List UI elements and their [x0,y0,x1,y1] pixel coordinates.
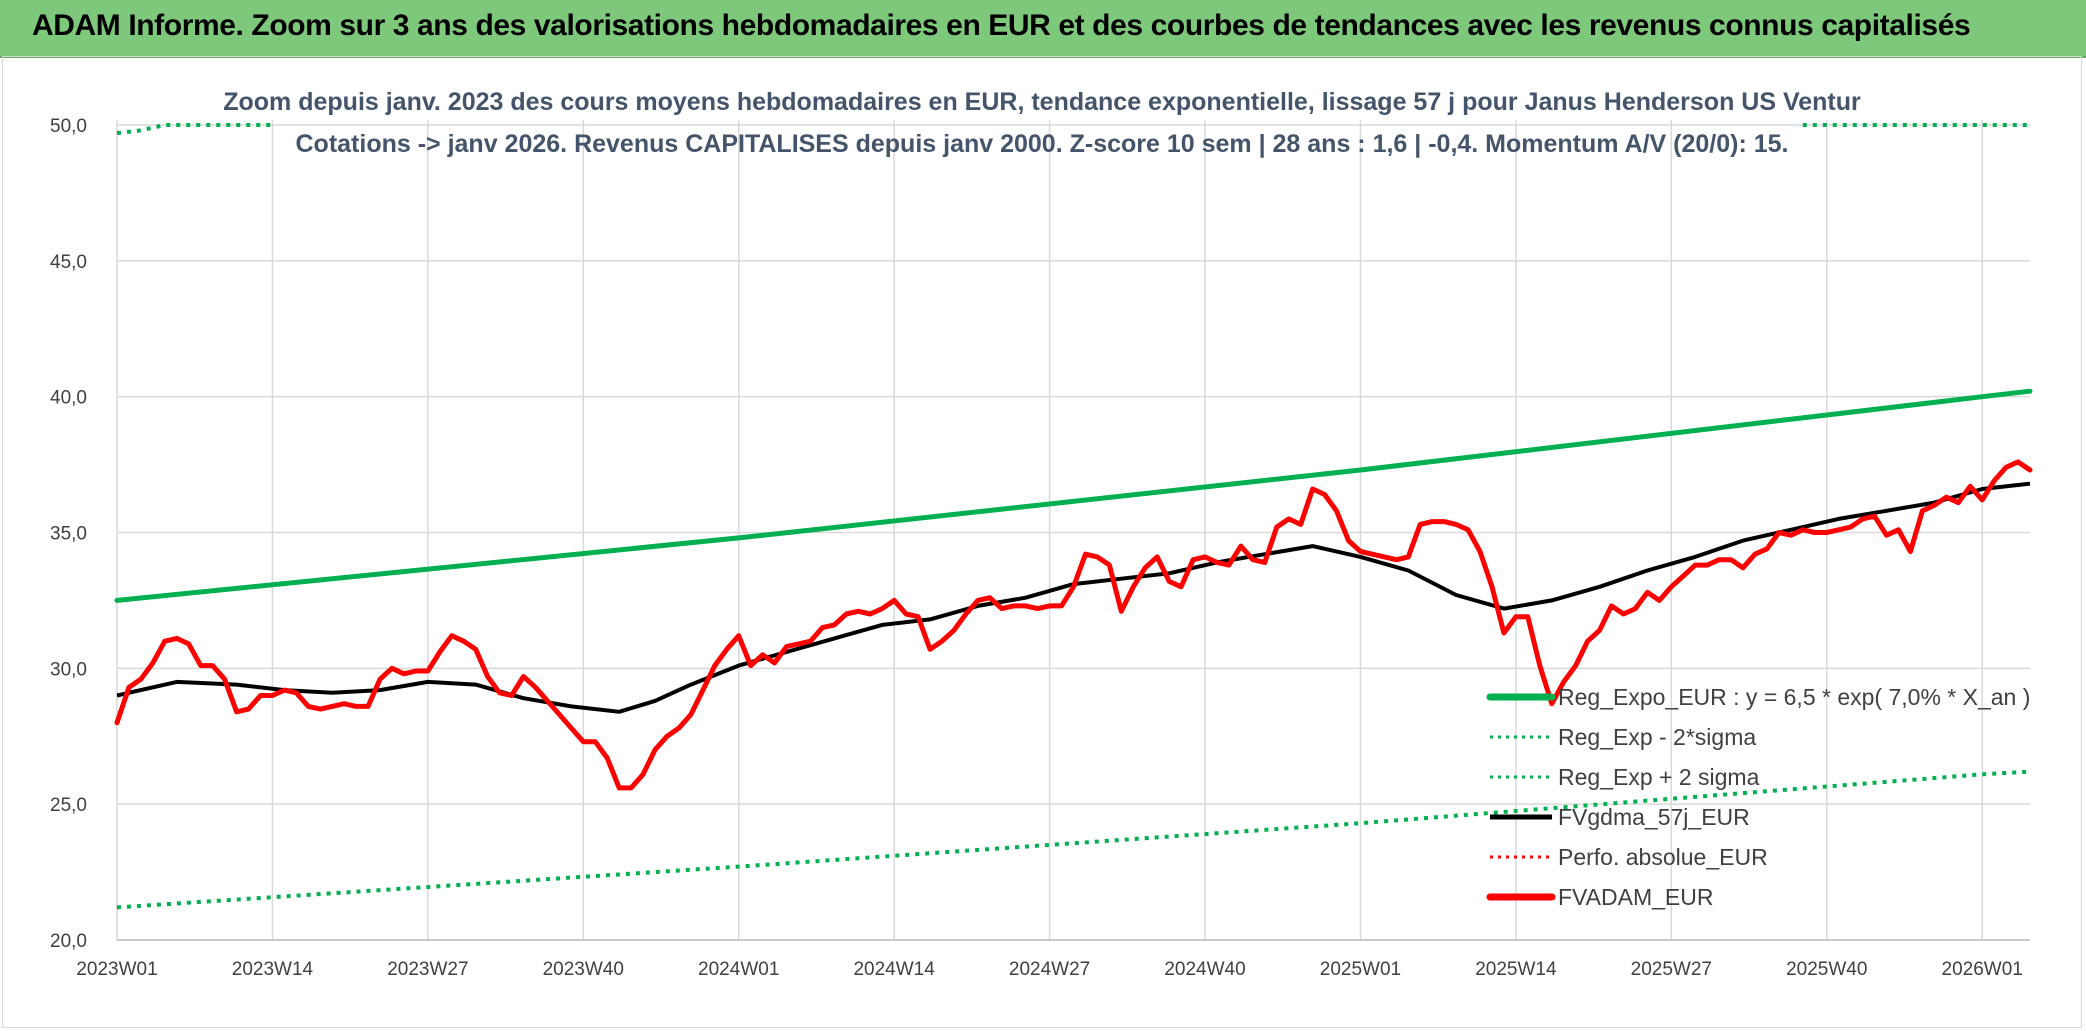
y-tick-label: 35,0 [50,524,87,545]
x-tick-label: 2025W40 [1786,959,1867,980]
x-tick-label: 2025W14 [1475,959,1557,980]
legend-label-3: FVgdma_57j_EUR [1558,804,1750,830]
y-tick-label: 50,0 [50,116,87,137]
legend-label-4: Perfo. absolue_EUR [1558,844,1768,870]
chart-legend: Reg_Expo_EUR : y = 6,5 * exp( 7,0% * X_a… [1486,684,2030,910]
legend-label-5: FVADAM_EUR [1558,884,1714,910]
y-tick-label: 30,0 [50,659,87,680]
series-line-0 [114,388,2033,603]
y-tick-label: 25,0 [50,795,87,816]
y-tick-label: 40,0 [50,388,87,409]
legend-label-2: Reg_Exp + 2 sigma [1558,764,1760,790]
series-line-2 [116,123,273,136]
chart-series [114,123,2033,910]
header-banner: ADAM Informe. Zoom sur 3 ans des valoris… [0,0,2086,58]
x-tick-label: 2024W40 [1164,959,1245,980]
x-tick-label: 2025W01 [1320,959,1401,980]
y-tick-label: 45,0 [50,252,87,273]
x-tick-label: 2024W01 [698,959,779,980]
x-tick-label: 2025W27 [1631,959,1712,980]
header-title: ADAM Informe. Zoom sur 3 ans des valoris… [32,9,1971,42]
x-tick-label: 2024W14 [853,959,935,980]
y-axis-ticks: 20,0 25,0 30,0 35,0 40,0 45,0 50,0 [50,116,87,952]
legend-label-0: Reg_Expo_EUR : y = 6,5 * exp( 7,0% * X_a… [1558,684,2030,710]
series-line-5 [114,459,2033,791]
x-tick-label: 2026W01 [1942,959,2023,980]
series-line-1 [116,769,2031,910]
x-tick-label: 2024W27 [1009,959,1090,980]
series-line-3 [116,481,2031,714]
x-tick-label: 2023W27 [387,959,468,980]
chart-frame [2,56,2082,1028]
chart-subtitle-line1: Zoom depuis janv. 2023 des cours moyens … [223,88,1861,116]
legend-label-1: Reg_Exp - 2*sigma [1558,724,1756,750]
chart-subtitle-line2: Cotations -> janv 2026. Revenus CAPITALI… [296,130,1789,158]
y-tick-label: 20,0 [50,931,87,952]
x-tick-label: 2023W14 [232,959,314,980]
x-tick-label: 2023W40 [543,959,624,980]
x-axis-ticks: 2023W01 2023W14 2023W27 2023W40 2024W01 2024W… [76,959,2023,980]
x-tick-label: 2023W01 [76,959,157,980]
chart-grid [116,120,2030,941]
